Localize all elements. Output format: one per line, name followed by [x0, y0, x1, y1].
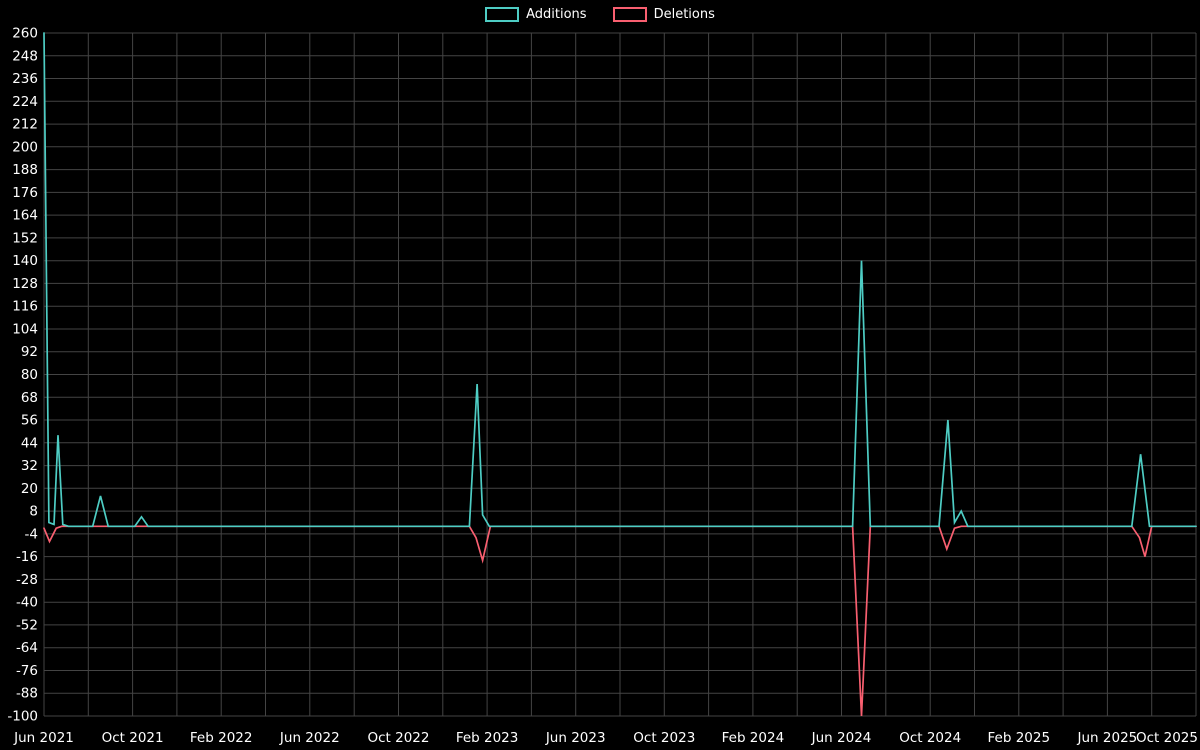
- y-axis-tick-label: 8: [29, 504, 38, 520]
- deletions-swatch-icon: [612, 7, 647, 22]
- additions-legend-label: Additions: [526, 7, 587, 22]
- y-axis-tick-label: -4: [25, 526, 38, 542]
- y-axis-tick-label: 200: [12, 139, 38, 155]
- x-axis-tick-label: Jun 2021: [13, 730, 74, 746]
- y-axis-tick-label: -16: [16, 549, 38, 565]
- x-axis-tick-label: Oct 2021: [102, 730, 164, 746]
- y-axis-tick-label: -88: [16, 686, 38, 702]
- x-axis-tick-label: Feb 2025: [988, 730, 1051, 746]
- y-axis-tick-label: 140: [12, 253, 38, 269]
- y-axis-tick-label: -52: [16, 617, 38, 633]
- y-axis-tick-label: -76: [16, 663, 38, 679]
- y-axis-tick-label: 236: [12, 71, 38, 87]
- x-axis-tick-label: Oct 2022: [368, 730, 430, 746]
- y-axis-tick-label: -40: [16, 595, 38, 611]
- x-axis-tick-label: Oct 2025: [1136, 730, 1198, 746]
- y-axis-tick-label: 176: [12, 185, 38, 201]
- y-axis-tick-label: 20: [21, 481, 38, 497]
- y-axis-tick-label: 68: [21, 390, 38, 406]
- deletions-legend-label: Deletions: [653, 7, 715, 22]
- y-axis-tick-label: -28: [16, 572, 38, 588]
- y-axis-tick-label: 92: [21, 344, 38, 360]
- y-axis-tick-label: -100: [7, 709, 38, 725]
- y-axis-tick-label: 188: [12, 162, 38, 178]
- x-axis-tick-label: Feb 2023: [456, 730, 519, 746]
- chart-legend: Additions Deletions: [0, 7, 1200, 22]
- y-axis-tick-label: 80: [21, 367, 38, 383]
- y-axis-tick-label: 116: [12, 299, 38, 315]
- y-axis-tick-label: 56: [21, 413, 38, 429]
- y-axis-tick-label: 104: [12, 322, 38, 338]
- y-axis-tick-label: 44: [21, 435, 38, 451]
- x-axis-tick-label: Jun 2022: [279, 730, 340, 746]
- additions-line: [43, 32, 1197, 528]
- legend-item-additions[interactable]: Additions: [485, 7, 587, 22]
- x-axis-tick-label: Jun 2025: [1077, 730, 1138, 746]
- legend-item-deletions[interactable]: Deletions: [612, 7, 715, 22]
- x-axis-tick-label: Oct 2023: [633, 730, 695, 746]
- y-axis-tick-label: 164: [12, 208, 38, 224]
- y-axis-tick-label: 212: [12, 117, 38, 133]
- y-axis-tick-label: 32: [21, 458, 38, 474]
- x-axis-tick-label: Oct 2024: [899, 730, 961, 746]
- y-axis-tick-label: 128: [12, 276, 38, 292]
- additions-swatch-icon: [485, 7, 520, 22]
- y-axis-tick-label: 224: [12, 94, 38, 110]
- x-axis-tick-label: Jun 2024: [811, 730, 872, 746]
- y-axis-tick-label: 260: [12, 26, 38, 42]
- x-axis-tick-label: Feb 2024: [722, 730, 785, 746]
- x-axis-tick-label: Feb 2022: [190, 730, 253, 746]
- y-axis-tick-label: 248: [12, 48, 38, 64]
- x-axis-tick-label: Jun 2023: [545, 730, 606, 746]
- y-axis-tick-label: 152: [12, 230, 38, 246]
- y-axis-tick-label: -64: [16, 640, 38, 656]
